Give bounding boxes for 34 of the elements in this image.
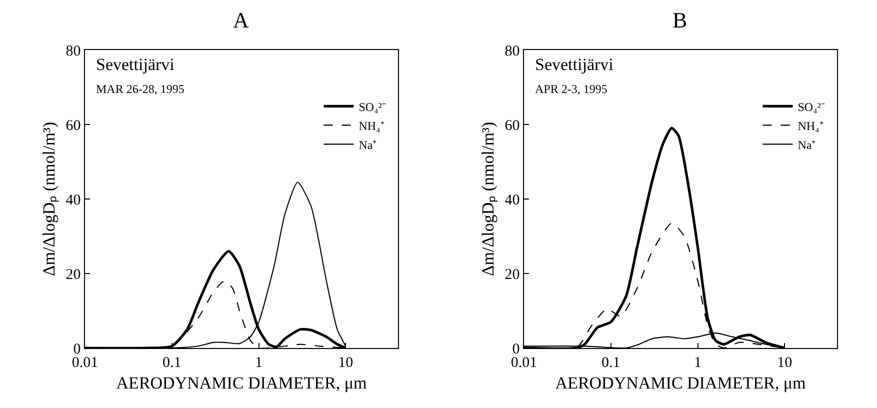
y-tick-label: 20 bbox=[504, 266, 520, 283]
legend-label: SO₄²⁻ bbox=[798, 100, 825, 114]
y-tick-label: 60 bbox=[66, 118, 81, 134]
x-tick-label: 0.1 bbox=[162, 355, 182, 372]
x-tick-label: 1 bbox=[255, 355, 263, 372]
x-tick-label: 0.01 bbox=[72, 355, 98, 372]
x-tick-label: 1 bbox=[694, 355, 702, 372]
y-axis-title: Δm/ΔlogDₚ (nmol/m³) bbox=[39, 122, 60, 276]
annotation: Sevettijärvi bbox=[96, 55, 175, 74]
y-tick-label: 80 bbox=[66, 43, 81, 60]
x-tick-label: 10 bbox=[338, 355, 354, 372]
annotation: Sevettijärvi bbox=[535, 55, 614, 74]
legend-label: Na⁺ bbox=[358, 138, 377, 152]
y-tick-label: 40 bbox=[66, 192, 81, 208]
annotation: MAR 26-28, 1995 bbox=[96, 82, 184, 96]
legend-label: NH₄⁺ bbox=[798, 118, 824, 133]
legend-label: NH₄⁺ bbox=[358, 118, 384, 133]
legend-label: Na⁺ bbox=[798, 138, 816, 152]
y-tick-label: 20 bbox=[66, 266, 81, 283]
y-tick-label: 40 bbox=[504, 192, 520, 208]
y-tick-label: 80 bbox=[504, 43, 520, 60]
y-tick-label: 0 bbox=[73, 341, 81, 358]
legend-label: SO₄²⁻ bbox=[358, 100, 386, 114]
y-tick-label: 0 bbox=[512, 341, 520, 358]
annotation: APR 2-3, 1995 bbox=[535, 82, 608, 96]
x-tick-label: 0.1 bbox=[602, 355, 620, 372]
x-axis-title: AERODYNAMIC DIAMETER, μm bbox=[116, 374, 367, 392]
chart-title: A bbox=[232, 8, 249, 33]
y-tick-label: 60 bbox=[504, 118, 520, 134]
y-axis-title: Δm/ΔlogDₚ (nmol/m³) bbox=[478, 122, 498, 276]
chart-title: B bbox=[672, 8, 688, 33]
x-axis-title: AERODYNAMIC DIAMETER, μm bbox=[555, 374, 806, 392]
x-tick-label: 10 bbox=[777, 355, 792, 372]
x-tick-label: 0.01 bbox=[510, 355, 538, 372]
